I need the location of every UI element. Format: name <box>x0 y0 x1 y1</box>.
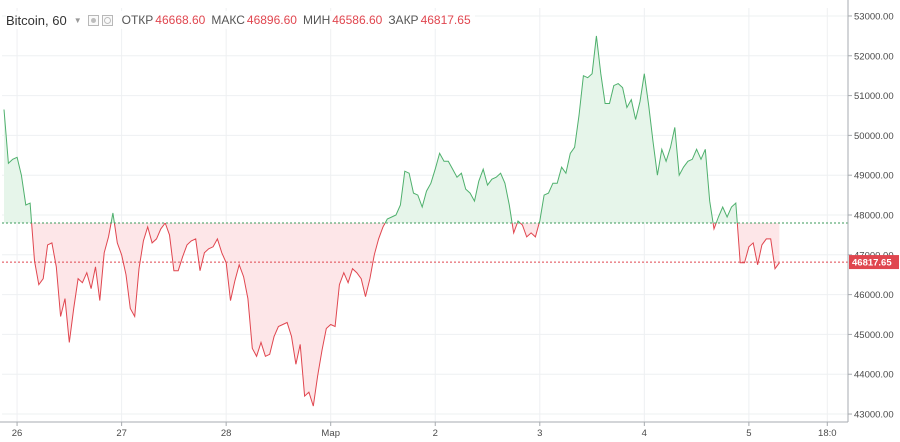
chart-legend: Bitcoin, 60 ▼ ОТКР 46668.60 МАКС 46896.6… <box>6 11 475 29</box>
x-tick-label: 5 <box>746 428 751 439</box>
price-line-up <box>110 212 115 224</box>
x-tick-label: 28 <box>221 428 232 439</box>
area-fill-below-baseline <box>165 222 386 407</box>
x-tick-label: 27 <box>116 428 127 439</box>
last-price-tag <box>849 255 899 270</box>
x-tick-label: 2 <box>433 428 438 439</box>
x-tick-label: 3 <box>537 428 542 439</box>
symbol-label[interactable]: Bitcoin, 60 <box>6 12 67 28</box>
y-tick-label: 53000.00 <box>854 11 894 22</box>
area-fill-above-baseline <box>539 35 714 224</box>
area-fill-above-baseline <box>4 109 32 223</box>
low-value: 46586.60 <box>332 13 383 27</box>
high-value: 46896.60 <box>246 13 297 27</box>
price-line-up <box>538 35 714 224</box>
y-tick-label: 52000.00 <box>854 51 894 62</box>
open-value: 46668.60 <box>155 13 206 27</box>
gear-icon[interactable] <box>101 14 113 26</box>
price-line-down <box>31 222 112 343</box>
y-tick-label: 44000.00 <box>854 370 894 381</box>
close-value: 46817.65 <box>420 13 471 27</box>
eye-icon[interactable] <box>87 14 99 26</box>
price-line-down <box>113 222 166 319</box>
x-tick-label: 18:0 <box>818 428 837 439</box>
y-tick-label: 51000.00 <box>854 91 894 102</box>
price-line-down <box>511 222 518 235</box>
x-tick-label: Мар <box>321 428 340 439</box>
y-tick-label: 50000.00 <box>854 131 894 142</box>
price-line-up <box>516 220 521 224</box>
area-fill-below-baseline <box>737 222 780 269</box>
price-line-down <box>712 222 717 231</box>
low-label: МИН <box>302 13 331 27</box>
area-fill-above-baseline <box>716 203 738 223</box>
area-fill-above-baseline <box>385 153 513 223</box>
y-tick-label: 49000.00 <box>854 171 894 182</box>
open-label: ОТКР <box>121 13 154 27</box>
area-fill-below-baseline <box>31 222 112 343</box>
y-tick-label: 46000.00 <box>854 290 894 301</box>
close-label: ЗАКР <box>388 13 419 27</box>
area-fill-below-baseline <box>114 222 166 317</box>
price-line-up <box>715 202 738 224</box>
x-tick-label: 4 <box>642 428 647 439</box>
x-tick-label: 26 <box>12 428 23 439</box>
price-line-up <box>3 109 33 224</box>
last-price-tag-label: 46817.65 <box>852 258 892 269</box>
y-tick-label: 43000.00 <box>854 410 894 421</box>
price-line-down <box>519 222 540 238</box>
high-label: МАКС <box>211 13 245 27</box>
y-tick-label: 45000.00 <box>854 330 894 341</box>
price-line-down <box>736 222 780 270</box>
area-fill-below-baseline <box>520 222 540 237</box>
caret-down-icon[interactable]: ▼ <box>73 15 82 25</box>
price-line-up <box>384 151 513 224</box>
y-tick-label: 48000.00 <box>854 211 894 222</box>
